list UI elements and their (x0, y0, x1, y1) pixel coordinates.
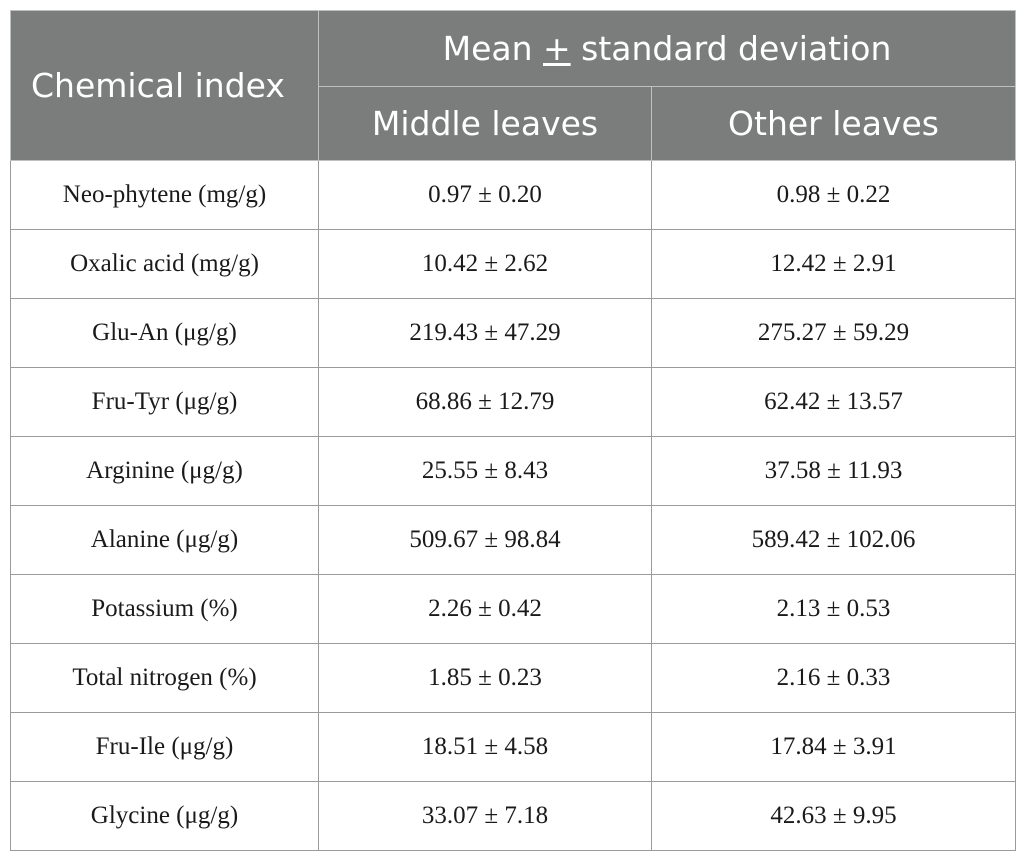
cell-middle-leaves: 2.26 ± 0.42 (318, 574, 652, 644)
table-header: Chemical index Mean + standard deviation… (10, 10, 1016, 161)
cell-middle-leaves: 10.42 ± 2.62 (318, 229, 652, 299)
plus-minus-symbol: + (543, 29, 571, 68)
table-row: Total nitrogen (%) 1.85 ± 0.23 2.16 ± 0.… (10, 643, 1016, 713)
cell-middle-leaves: 33.07 ± 7.18 (318, 781, 652, 851)
table-row: Alanine (μg/g) 509.67 ± 98.84 589.42 ± 1… (10, 505, 1016, 575)
table-row: Arginine (μg/g) 25.55 ± 8.43 37.58 ± 11.… (10, 436, 1016, 506)
cell-middle-leaves: 509.67 ± 98.84 (318, 505, 652, 575)
cell-chemical-index: Oxalic acid (mg/g) (10, 229, 319, 299)
cell-middle-leaves: 1.85 ± 0.23 (318, 643, 652, 713)
table-row: Potassium (%) 2.26 ± 0.42 2.13 ± 0.53 (10, 574, 1016, 644)
cell-other-leaves: 275.27 ± 59.29 (651, 298, 1016, 368)
cell-middle-leaves: 219.43 ± 47.29 (318, 298, 652, 368)
cell-other-leaves: 0.98 ± 0.22 (651, 160, 1016, 230)
table-row: Oxalic acid (mg/g) 10.42 ± 2.62 12.42 ± … (10, 229, 1016, 299)
cell-other-leaves: 589.42 ± 102.06 (651, 505, 1016, 575)
header-middle-leaves: Middle leaves (318, 86, 652, 161)
cell-chemical-index: Total nitrogen (%) (10, 643, 319, 713)
cell-other-leaves: 2.13 ± 0.53 (651, 574, 1016, 644)
table-row: Glu-An (μg/g) 219.43 ± 47.29 275.27 ± 59… (10, 298, 1016, 368)
header-mean-prefix: Mean (442, 29, 543, 68)
cell-chemical-index: Glycine (μg/g) (10, 781, 319, 851)
chemical-index-table: Chemical index Mean + standard deviation… (10, 10, 1016, 851)
cell-chemical-index: Fru-Ile (μg/g) (10, 712, 319, 782)
cell-chemical-index: Fru-Tyr (μg/g) (10, 367, 319, 437)
table-row: Fru-Ile (μg/g) 18.51 ± 4.58 17.84 ± 3.91 (10, 712, 1016, 782)
cell-middle-leaves: 68.86 ± 12.79 (318, 367, 652, 437)
cell-other-leaves: 42.63 ± 9.95 (651, 781, 1016, 851)
table-row: Neo-phytene (mg/g) 0.97 ± 0.20 0.98 ± 0.… (10, 160, 1016, 230)
header-chemical-index: Chemical index (10, 10, 319, 161)
cell-other-leaves: 2.16 ± 0.33 (651, 643, 1016, 713)
table-body: Neo-phytene (mg/g) 0.97 ± 0.20 0.98 ± 0.… (10, 160, 1016, 851)
data-table-container: Chemical index Mean + standard deviation… (10, 10, 1016, 851)
cell-middle-leaves: 25.55 ± 8.43 (318, 436, 652, 506)
cell-chemical-index: Neo-phytene (mg/g) (10, 160, 319, 230)
cell-other-leaves: 17.84 ± 3.91 (651, 712, 1016, 782)
cell-chemical-index: Arginine (μg/g) (10, 436, 319, 506)
cell-chemical-index: Glu-An (μg/g) (10, 298, 319, 368)
cell-other-leaves: 62.42 ± 13.57 (651, 367, 1016, 437)
header-mean-suffix: standard deviation (570, 29, 892, 68)
cell-chemical-index: Potassium (%) (10, 574, 319, 644)
header-other-leaves: Other leaves (651, 86, 1016, 161)
cell-other-leaves: 12.42 ± 2.91 (651, 229, 1016, 299)
cell-chemical-index: Alanine (μg/g) (10, 505, 319, 575)
cell-middle-leaves: 18.51 ± 4.58 (318, 712, 652, 782)
table-row: Fru-Tyr (μg/g) 68.86 ± 12.79 62.42 ± 13.… (10, 367, 1016, 437)
cell-other-leaves: 37.58 ± 11.93 (651, 436, 1016, 506)
header-mean-sd: Mean + standard deviation (318, 10, 1016, 87)
header-row-2: Middle leaves Other leaves (11, 86, 1016, 161)
cell-middle-leaves: 0.97 ± 0.20 (318, 160, 652, 230)
header-row-1: Chemical index Mean + standard deviation (10, 10, 1016, 161)
table-row: Glycine (μg/g) 33.07 ± 7.18 42.63 ± 9.95 (10, 781, 1016, 851)
